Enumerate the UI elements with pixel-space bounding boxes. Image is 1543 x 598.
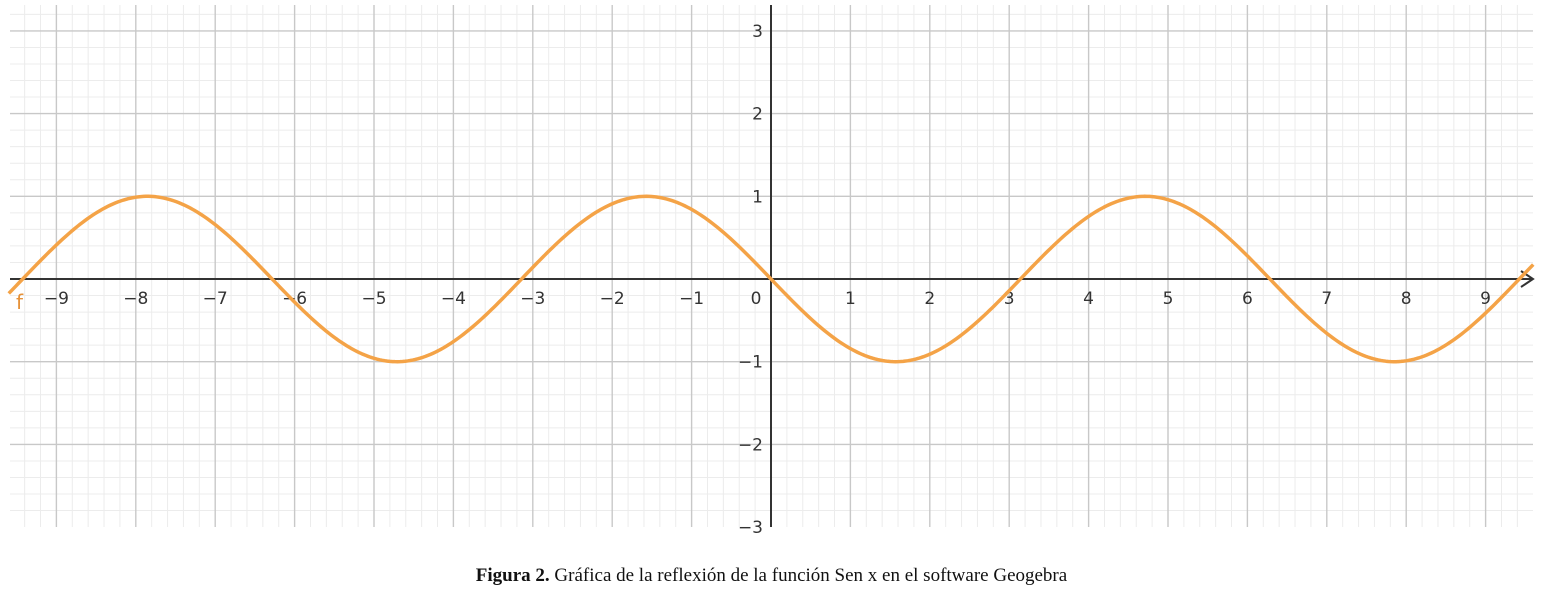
x-tick-label: −5 [361,289,386,309]
x-tick-label: −7 [203,289,228,309]
function-curve: f [7,194,1535,364]
caption-text: Gráfica de la reflexión de la función Se… [549,565,1068,586]
x-tick-label: −3 [520,289,545,309]
x-tick-label: 7 [1321,289,1332,309]
x-tick-label: −4 [441,289,466,309]
y-tick-label: 2 [752,105,763,125]
axes [10,5,1535,527]
x-tick-label: −9 [44,289,69,309]
x-tick-label: 9 [1480,289,1491,309]
x-tick-label: 1 [845,289,856,309]
x-tick-label: −1 [679,289,704,309]
x-tick-label: 4 [1083,289,1094,309]
x-tick-label: 6 [1242,289,1253,309]
y-tick-label: −1 [738,353,763,373]
figure-caption: Figura 2. Gráfica de la reflexión de la … [0,565,1543,587]
x-tick-label: 0 [751,289,762,309]
caption-label: Figura 2. [475,565,550,586]
series-line-f [7,194,1535,364]
x-tick-label: 2 [924,289,935,309]
x-tick-label: 8 [1401,289,1412,309]
x-tick-label: −2 [600,289,625,309]
y-tick-label: −3 [738,518,763,538]
y-tick-label: 3 [752,22,763,42]
x-tick-label: 5 [1163,289,1174,309]
y-tick-label: −2 [738,435,763,455]
series-label-f: f [16,290,24,314]
y-tick-label: 1 [752,187,763,207]
x-tick-label: 3 [1004,289,1015,309]
x-tick-label: −8 [123,289,148,309]
